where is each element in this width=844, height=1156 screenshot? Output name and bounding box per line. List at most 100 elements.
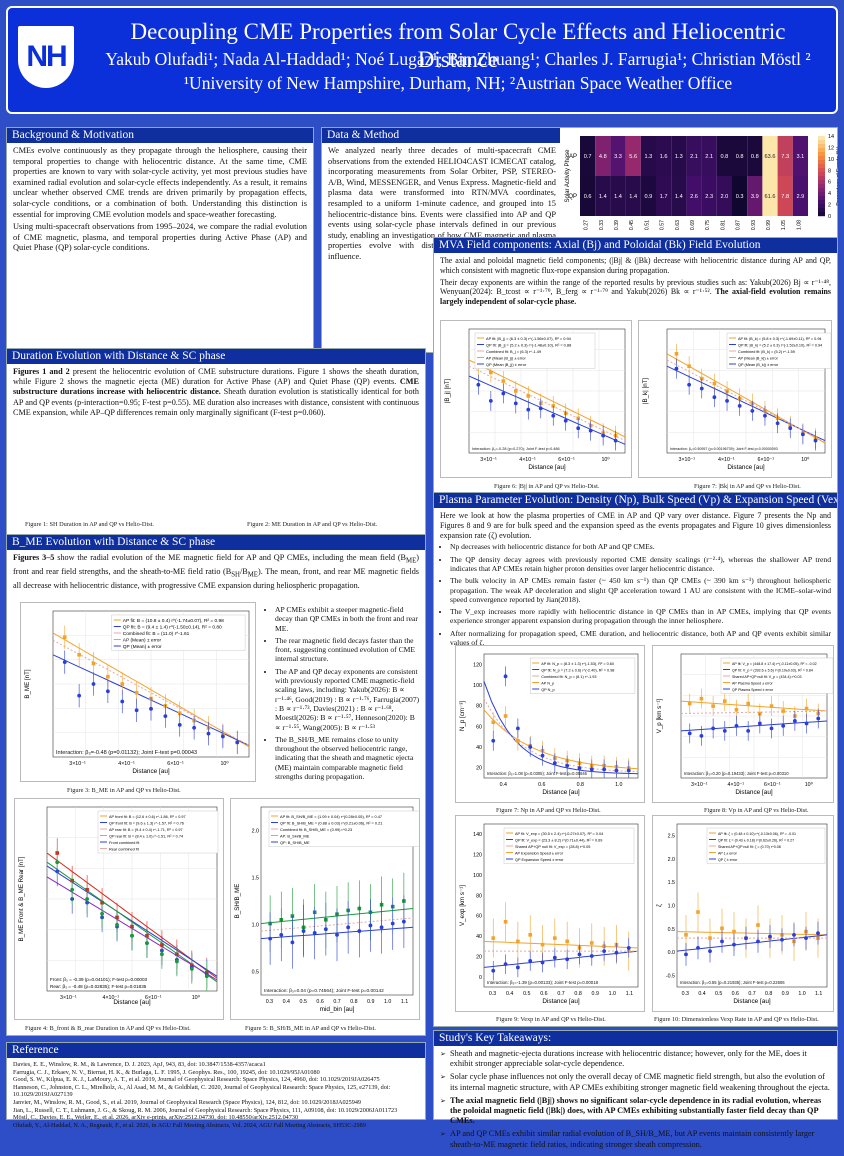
duration-bold: CME substructure durations increase with… <box>13 377 419 397</box>
qp-point <box>390 921 395 926</box>
reference-item: Jian, L., Russell, C. T., Luhmann, J. G.… <box>13 1106 398 1114</box>
colorbar-label: Percentage of Events (%) <box>836 146 838 205</box>
duration-text-1: present the heliocentric evolution of CM… <box>13 367 419 387</box>
qp-point <box>763 413 767 418</box>
qp-point <box>602 949 607 954</box>
heatmap-col-label: 0.99 <box>766 220 772 230</box>
x-tick-label: 0.6 <box>540 991 547 997</box>
legend-entry: QP fit: B_SH/B_ME = (0.88 ± 0.03) r^(0.2… <box>280 821 382 826</box>
qp-point <box>540 960 545 965</box>
heatmap-row-label: QP <box>568 194 577 200</box>
ap-point <box>720 926 724 931</box>
figure-1-caption: Figure 1: SH Duration in AP and QP vs He… <box>25 521 154 528</box>
ap-rear-point <box>55 860 60 865</box>
legend-entry: QP fit: |B_j| = (5.2 ± 0.3) r^(-1.48±0.1… <box>486 343 571 348</box>
x-tick-label: 4×10⁻¹ <box>728 782 745 788</box>
qp-point <box>268 936 273 941</box>
colorbar-segment <box>818 160 825 165</box>
heatmap-cell <box>747 176 763 216</box>
heatmap-cell <box>686 176 702 216</box>
x-tick-label: 4×10⁻¹ <box>118 761 135 767</box>
heatmap-cell-label: 3.3 <box>614 154 622 160</box>
ap-rear-point <box>160 952 164 957</box>
bme-bullet-2: The rear magnetic field decays faster th… <box>275 636 421 664</box>
colorbar-tick: 10 <box>828 157 834 163</box>
legend-box <box>726 332 831 369</box>
mva-text-1: The axial and poloidal magnetic field co… <box>440 256 831 275</box>
heatmap-cell <box>640 136 656 176</box>
interaction-note: Interaction: β₃=0.55 (p=0.21936); Joint … <box>680 980 785 985</box>
ap-point <box>540 942 545 947</box>
colorbar-segment <box>818 152 825 157</box>
x-tick-label: 0.6 <box>732 991 739 997</box>
y-tick-label: 1.5 <box>252 876 259 882</box>
ap-point <box>516 939 520 944</box>
qp-point <box>357 929 362 933</box>
qp-point <box>813 438 818 443</box>
colorbar-tick: 2 <box>828 203 831 209</box>
colorbar-segment <box>818 168 825 173</box>
x-tick-label: 0.9 <box>592 991 599 997</box>
reference-item: Farrugia, C. J., Erkaev, N. V., Biernat,… <box>13 1068 320 1076</box>
y-tick-label: 1.0 <box>668 904 675 910</box>
qp-point <box>91 682 96 686</box>
figure-5-bsh-bme: 0.3 0.4 0.5 0.6 0.7 0.8 0.9 1.0 1.1 2.0 1.5 1.0 0.5 m… <box>230 798 420 1020</box>
legend-entry: AP fit: |B_j| = (6.3 ± 0.3) r^(-1.56±0.0… <box>486 336 572 341</box>
mva-text-2: Their decay exponents are within the ran… <box>440 277 831 297</box>
ap-point <box>804 706 809 711</box>
ap-point <box>687 701 692 706</box>
heatmap-col-label: 0.33 <box>599 220 605 230</box>
heatmap-cell <box>671 176 687 216</box>
ap-fit-line <box>680 700 828 712</box>
heatmap-col-label: 0.57 <box>660 220 666 230</box>
qp-point <box>312 931 317 935</box>
ap-point <box>516 739 520 743</box>
x-tick-label: 1.0 <box>798 991 805 997</box>
plasma-title: Plasma Parameter Evolution: Density (Np)… <box>434 493 837 508</box>
legend-entry: AP fit: V_exp = (30.5 ± 2.4) r^(-0.27±0.… <box>515 832 603 836</box>
duration-title: Duration Evolution with Distance & SC ph… <box>7 349 425 364</box>
qp-point <box>235 740 240 745</box>
figure-11-zeta: 0.3 0.4 0.5 0.6 0.7 0.8 0.9 1.0 1.1 2.5 2.0 1.5 1.0 0… <box>652 815 834 1012</box>
bme-bullet-4: The B_SH/B_ME remains close to unity thr… <box>275 735 421 781</box>
heatmap-ylabel: Solar Activity Phase <box>565 149 571 203</box>
ap-point <box>687 364 691 368</box>
figure-3-caption: Figure 3: B_ME in AP and QP vs Helio-Dis… <box>67 787 181 794</box>
qp-point <box>346 925 351 930</box>
plasma-bullet-2: The QP density decay agrees with previou… <box>450 555 831 574</box>
poster-title: Decoupling CME Properties from Solar Cyc… <box>130 19 786 72</box>
y-tick-label: 2.0 <box>252 829 259 835</box>
heatmap-cell <box>686 136 702 176</box>
qp-point <box>515 726 520 731</box>
qp-point <box>757 721 762 726</box>
x-tick-label: 1.1 <box>401 999 408 1005</box>
x-tick-label: 0.8 <box>350 999 357 1005</box>
x-tick-label: 1.0 <box>609 991 616 997</box>
heatmap-cell-label: 0.8 <box>751 154 759 160</box>
heatmap-col-label: 0.27 <box>584 220 590 230</box>
qp-point <box>750 408 755 413</box>
ap-point <box>590 941 594 945</box>
heatmap-cell-label: 2.1 <box>690 154 698 160</box>
qp-point <box>551 413 556 418</box>
legend-entry: QP: B_SH/B_ME <box>280 840 310 845</box>
legend-box <box>706 827 826 864</box>
qp-fit-line <box>468 375 626 445</box>
qp-point <box>538 406 543 411</box>
heatmap-cell <box>732 176 748 216</box>
y-axis-label: V_p [km s⁻¹] <box>656 698 663 733</box>
y-axis-label: |B_j| [nT] <box>444 378 451 403</box>
figure-9-caption: Figure 8: Vp in AP and QP vs Helio-Dist. <box>704 807 809 814</box>
qp-point <box>712 395 717 400</box>
qp-point <box>614 768 619 773</box>
qp-point <box>120 699 125 704</box>
legend-entry: Combined fit: B_SH/B_ME = (0.99) r^0.23 <box>280 827 352 832</box>
colorbar-segment <box>818 164 825 169</box>
ap-rear-point <box>100 911 104 916</box>
y-axis-label: V_exp [km s⁻¹] <box>459 885 466 926</box>
qp-point <box>565 763 570 768</box>
heatmap-cell-label: 2.6 <box>690 194 698 200</box>
heatmap-cell-label: 0.8 <box>736 154 744 160</box>
takeaway-1: Sheath and magnetic-ejecta durations inc… <box>440 1049 831 1069</box>
x-axis-label: Distance [au] <box>542 789 580 796</box>
